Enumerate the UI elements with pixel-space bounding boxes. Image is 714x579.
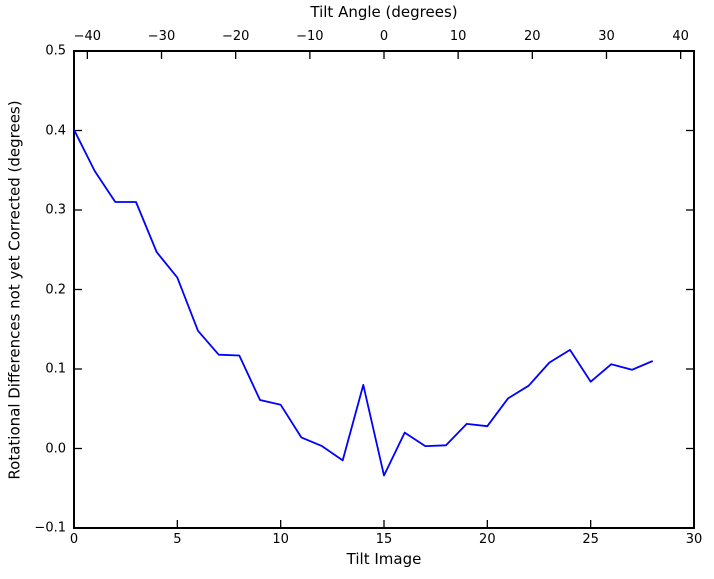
y-tick-label: −0.1 xyxy=(34,520,66,536)
axes-spines xyxy=(73,50,695,529)
y-tick-label: 0.0 xyxy=(45,441,66,456)
top-tick-label: −20 xyxy=(221,29,250,44)
x-tick-label: 0 xyxy=(69,532,79,547)
y-tick-label: 0.5 xyxy=(45,43,66,59)
top-tick-label: 30 xyxy=(598,29,615,44)
top-tick-label: 10 xyxy=(449,29,467,44)
x-tick-label: 20 xyxy=(479,532,496,547)
top-axis-title: Tilt Angle (degrees) xyxy=(310,3,458,21)
y-tick-label: 0.1 xyxy=(45,361,66,377)
data-line-series xyxy=(73,129,654,477)
y-tick-label: 0.3 xyxy=(45,202,66,218)
x-tick-label: 15 xyxy=(375,532,393,547)
top-tick-label: 0 xyxy=(379,29,389,44)
top-tick-label: −10 xyxy=(296,29,324,44)
top-tick-label: 40 xyxy=(672,29,689,44)
x-tick-label: 10 xyxy=(272,532,289,547)
top-tick-label: −30 xyxy=(147,29,176,44)
top-tick-label: −40 xyxy=(73,29,102,44)
tick-marks xyxy=(73,50,695,529)
x-tick-label: 30 xyxy=(685,532,703,547)
top-tick-label: 20 xyxy=(524,29,541,44)
y-tick-label: 0.2 xyxy=(45,282,66,297)
y-tick-label: 0.4 xyxy=(45,123,66,138)
x-tick-label: 25 xyxy=(582,532,599,547)
x-tick-label: 5 xyxy=(173,532,182,547)
x-axis-label: Tilt Image xyxy=(346,550,422,568)
